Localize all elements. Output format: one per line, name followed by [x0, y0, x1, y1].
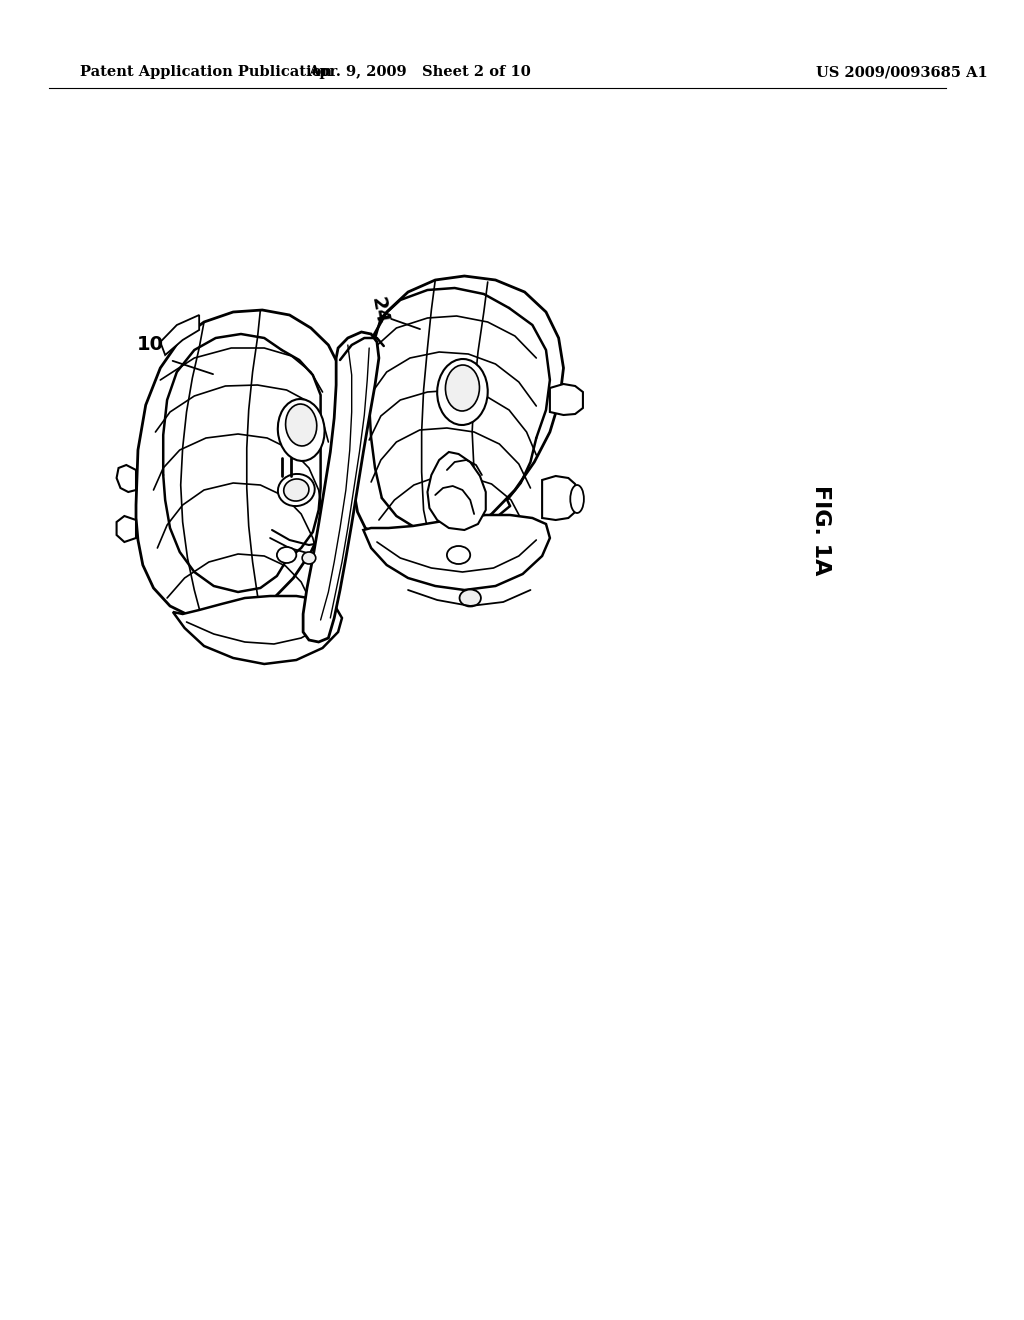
Text: FIG. 1A: FIG. 1A: [811, 484, 830, 576]
Ellipse shape: [437, 359, 487, 425]
Polygon shape: [136, 310, 348, 622]
Ellipse shape: [286, 404, 316, 446]
Ellipse shape: [460, 590, 481, 606]
Ellipse shape: [284, 479, 309, 502]
Ellipse shape: [570, 484, 584, 513]
Polygon shape: [117, 465, 136, 492]
Polygon shape: [117, 516, 136, 543]
Polygon shape: [161, 315, 199, 355]
Text: Apr. 9, 2009   Sheet 2 of 10: Apr. 9, 2009 Sheet 2 of 10: [308, 65, 531, 79]
Ellipse shape: [302, 552, 315, 564]
Polygon shape: [364, 515, 550, 590]
Text: 10: 10: [137, 335, 164, 355]
Text: Patent Application Publication: Patent Application Publication: [80, 65, 332, 79]
Ellipse shape: [445, 366, 479, 411]
Polygon shape: [173, 597, 342, 664]
Polygon shape: [353, 276, 563, 545]
Polygon shape: [542, 477, 578, 520]
Polygon shape: [550, 384, 583, 414]
Ellipse shape: [276, 546, 296, 564]
Text: US 2009/0093685 A1: US 2009/0093685 A1: [816, 65, 988, 79]
Polygon shape: [427, 451, 485, 531]
Polygon shape: [303, 333, 379, 642]
Ellipse shape: [446, 546, 470, 564]
Ellipse shape: [278, 399, 325, 461]
Ellipse shape: [278, 474, 314, 506]
Text: 24: 24: [368, 294, 390, 325]
